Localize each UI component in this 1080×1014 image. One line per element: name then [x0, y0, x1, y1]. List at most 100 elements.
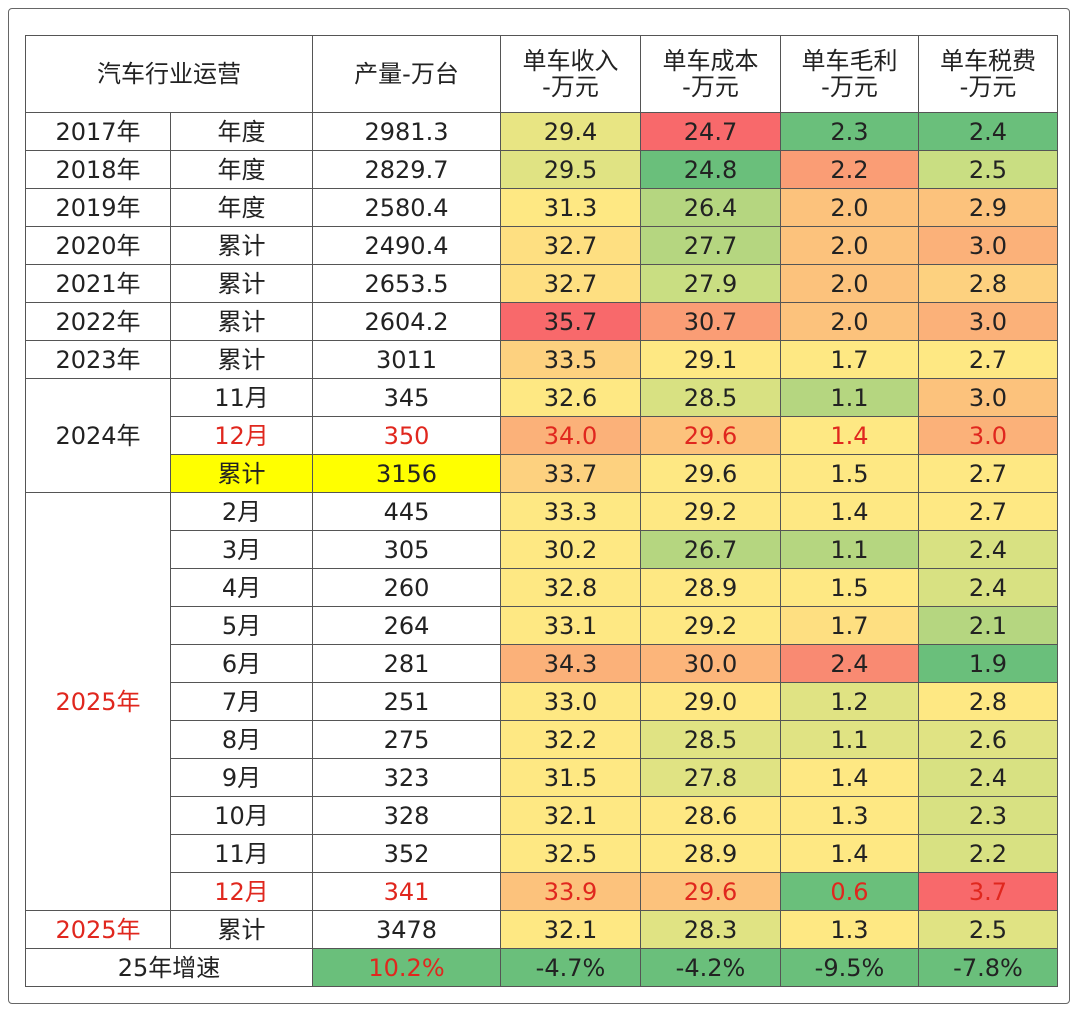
value-cell: 32.6 — [500, 378, 641, 417]
value-cell: 1.2 — [780, 682, 919, 721]
period-cell: 3月 — [170, 530, 313, 569]
value-cell: 30.7 — [640, 302, 781, 341]
period-cell: 累计 — [170, 454, 313, 493]
value-cell: 2.2 — [918, 834, 1058, 873]
value-cell: 28.9 — [640, 568, 781, 607]
value-cell: 2.0 — [780, 188, 919, 227]
period-cell: 7月 — [170, 682, 313, 721]
header-cell: 单车税费 -万元 — [918, 35, 1058, 113]
value-cell: 32.2 — [500, 720, 641, 759]
value-cell: 33.9 — [500, 872, 641, 911]
period-cell: 年度 — [170, 188, 313, 227]
value-cell: 1.1 — [780, 530, 919, 569]
value-cell: 275 — [312, 720, 501, 759]
data-row: 2022年 累计 2604.2 35.7 30.7 2.0 3.0 — [25, 302, 1058, 341]
period-cell: 累计 — [170, 910, 313, 949]
value-cell: 1.5 — [780, 568, 919, 607]
value-cell: 328 — [312, 796, 501, 835]
header-line: 单车成本 — [662, 47, 759, 75]
value-cell: 28.9 — [640, 834, 781, 873]
data-row: 12月 341 33.9 29.6 0.6 3.7 — [26, 872, 1058, 911]
year-cell: 2017年 — [25, 112, 171, 151]
data-row: 2019年 年度 2580.4 31.3 26.4 2.0 2.9 — [25, 188, 1058, 227]
header-row: 汽车行业运营 产量-万台 单车收入 -万元 单车成本 -万元 单车毛利 -万元 单车税费 -万元 — [25, 35, 1058, 113]
period-cell: 2月 — [170, 492, 313, 531]
period-cell: 8月 — [170, 720, 313, 759]
value-cell: 2.0 — [780, 264, 919, 303]
data-row: 2021年 累计 2653.5 32.7 27.9 2.0 2.8 — [25, 264, 1058, 303]
growth-cell: -4.2% — [640, 948, 781, 987]
data-row: 11月 352 32.5 28.9 1.4 2.2 — [26, 834, 1058, 873]
value-cell: 2.4 — [780, 644, 919, 683]
header-cell: 单车毛利 -万元 — [780, 35, 919, 113]
year-cell: 2021年 — [25, 264, 171, 303]
value-cell: 251 — [312, 682, 501, 721]
value-cell: 1.7 — [780, 606, 919, 645]
value-cell: 1.3 — [780, 910, 919, 949]
value-cell: 30.2 — [500, 530, 641, 569]
value-cell: 2.7 — [918, 492, 1058, 531]
value-cell: 24.8 — [640, 150, 781, 189]
value-cell: 1.1 — [780, 720, 919, 759]
header-cell: 产量-万台 — [312, 35, 501, 113]
value-cell: 29.4 — [500, 112, 641, 151]
value-cell: 3478 — [312, 910, 501, 949]
value-cell: 2.8 — [918, 264, 1058, 303]
data-row: 2017年 年度 2981.3 29.4 24.7 2.3 2.4 — [25, 112, 1058, 151]
value-cell: 28.5 — [640, 378, 781, 417]
value-cell: 31.5 — [500, 758, 641, 797]
value-cell: 2.2 — [780, 150, 919, 189]
data-row: 9月 323 31.5 27.8 1.4 2.4 — [26, 758, 1058, 797]
value-cell: 1.7 — [780, 340, 919, 379]
data-row: 2023年 累计 3011 33.5 29.1 1.7 2.7 — [25, 340, 1058, 379]
value-cell: 2.4 — [918, 112, 1058, 151]
data-row: 6月 281 34.3 30.0 2.4 1.9 — [26, 644, 1058, 683]
value-cell: 2.7 — [918, 340, 1058, 379]
data-row: 累计 3156 33.7 29.6 1.5 2.7 — [26, 454, 1058, 493]
value-cell: 34.0 — [500, 416, 641, 455]
value-cell: 2981.3 — [312, 112, 501, 151]
data-row: 8月 275 32.2 28.5 1.1 2.6 — [26, 720, 1058, 759]
period-cell: 12月 — [170, 872, 313, 911]
value-cell: 2604.2 — [312, 302, 501, 341]
period-cell: 5月 — [170, 606, 313, 645]
value-cell: 26.4 — [640, 188, 781, 227]
value-cell: 33.5 — [500, 340, 641, 379]
value-cell: 29.0 — [640, 682, 781, 721]
header-line: 单车收入 — [522, 47, 619, 75]
value-cell: 2653.5 — [312, 264, 501, 303]
value-cell: 2.3 — [780, 112, 919, 151]
value-cell: 2.4 — [918, 568, 1058, 607]
value-cell: 3.7 — [918, 872, 1058, 911]
header-cell: 汽车行业运营 — [25, 35, 313, 113]
header-cell: 单车成本 -万元 — [640, 35, 781, 113]
value-cell: 2.9 — [918, 188, 1058, 227]
value-cell: 1.4 — [780, 492, 919, 531]
data-row: 2025年 累计 3478 32.1 28.3 1.3 2.5 — [25, 910, 1058, 949]
year-cell: 2018年 — [25, 150, 171, 189]
period-cell: 年度 — [170, 150, 313, 189]
year-cell: 2023年 — [25, 340, 171, 379]
value-cell: 35.7 — [500, 302, 641, 341]
value-cell: 1.3 — [780, 796, 919, 835]
growth-label: 25年增速 — [25, 948, 313, 987]
header-text: 汽车行业运营 — [97, 60, 241, 88]
header-line: -万元 — [682, 73, 739, 101]
value-cell: 2.3 — [918, 796, 1058, 835]
value-cell: 2.5 — [918, 150, 1058, 189]
year-cell: 2022年 — [25, 302, 171, 341]
header-text: 产量-万台 — [354, 60, 459, 88]
value-cell: 2.5 — [918, 910, 1058, 949]
year-cell: 2019年 — [25, 188, 171, 227]
value-cell: 2580.4 — [312, 188, 501, 227]
value-cell: 1.4 — [780, 834, 919, 873]
data-row: 7月 251 33.0 29.0 1.2 2.8 — [26, 682, 1058, 721]
data-row: 5月 264 33.1 29.2 1.7 2.1 — [26, 606, 1058, 645]
year-cell: 2020年 — [25, 226, 171, 265]
value-cell: 27.9 — [640, 264, 781, 303]
data-row: 2024年 11月 345 32.6 28.5 1.1 3.0 — [25, 378, 1058, 493]
data-row: 3月 305 30.2 26.7 1.1 2.4 — [26, 530, 1058, 569]
period-cell: 11月 — [170, 378, 313, 417]
value-cell: 3.0 — [918, 226, 1058, 265]
value-cell: 28.3 — [640, 910, 781, 949]
